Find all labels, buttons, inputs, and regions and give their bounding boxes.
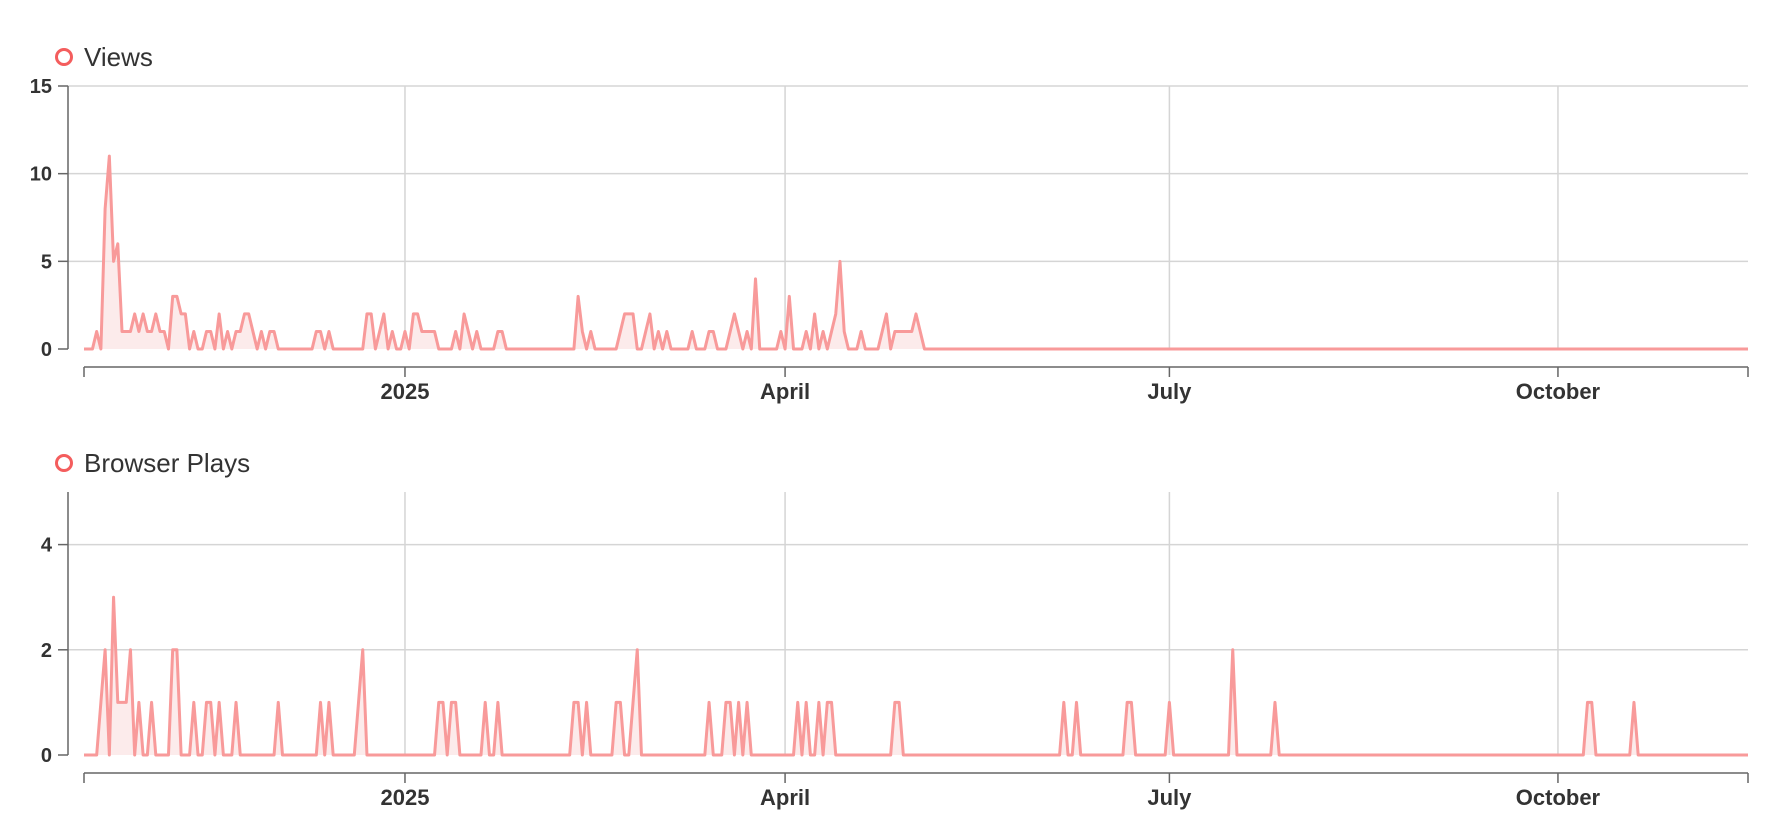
y-tick-label-0-1: 5 [41, 251, 52, 273]
series-area-1 [84, 597, 1748, 755]
x-tick-label-1-2: July [1147, 785, 1192, 810]
legend-marker-0[interactable] [55, 48, 73, 66]
chart-panel-0: Views 0 5 10 15 2025 April July October [30, 42, 1749, 404]
x-tick-label-1-3: October [1516, 785, 1601, 810]
legend-label-0[interactable]: Views [84, 42, 153, 72]
series-area-0 [84, 156, 1748, 349]
x-tick-label-0-2: July [1147, 379, 1192, 404]
y-tick-label-0-2: 10 [30, 164, 52, 186]
y-tick-label-0-3: 15 [30, 76, 52, 98]
legend-label-1[interactable]: Browser Plays [84, 448, 250, 478]
series-line-0[interactable] [84, 154, 1748, 351]
x-tick-label-1-1: April [760, 785, 810, 810]
chart-panel-1: Browser Plays 0 2 4 2025 April July October [41, 448, 1749, 810]
y-tick-label-1-0: 0 [41, 745, 52, 767]
x-tick-label-1-0: 2025 [380, 785, 429, 810]
y-tick-label-1-2: 4 [41, 535, 53, 557]
legend-marker-1[interactable] [55, 454, 73, 472]
y-tick-label-0-0: 0 [41, 339, 52, 361]
x-tick-label-0-0: 2025 [380, 379, 429, 404]
x-tick-label-0-3: October [1516, 379, 1601, 404]
x-tick-label-0-1: April [760, 379, 810, 404]
y-tick-label-1-1: 2 [41, 640, 52, 662]
series-line-1[interactable] [84, 595, 1748, 757]
